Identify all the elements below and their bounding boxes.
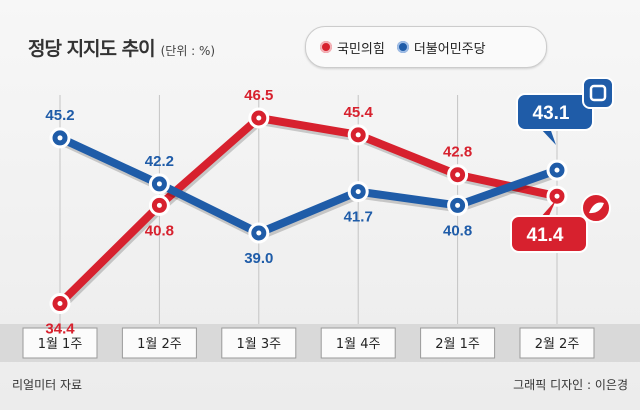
- legend-item-red: 국민의힘: [320, 38, 385, 57]
- callout-red-box: [510, 215, 588, 253]
- point-center: [57, 301, 63, 307]
- point-center: [355, 132, 361, 138]
- category-label: 1월 1주: [38, 337, 83, 352]
- chart-title-text: 정당 지지도 추이: [28, 38, 156, 60]
- party-badge-blue-mark: [589, 84, 607, 102]
- data-label-red: 40.8: [145, 222, 174, 239]
- category-label: 1월 2주: [137, 337, 182, 352]
- point-center: [156, 202, 162, 208]
- point-center: [554, 167, 560, 173]
- point-center: [57, 135, 63, 141]
- data-label-red: 42.8: [443, 144, 472, 161]
- series-line-shadow: [58, 135, 560, 240]
- callout-red-pointer: [540, 200, 556, 218]
- point-center: [156, 181, 162, 187]
- point-center: [355, 189, 361, 195]
- point-center: [256, 115, 262, 121]
- category-label: 2월 2주: [535, 337, 580, 352]
- legend-swatch-red: [320, 41, 332, 53]
- data-label-blue: 39.0: [244, 250, 273, 267]
- legend-label-red: 국민의힘: [337, 41, 385, 57]
- party-badge-red-mark: [589, 202, 604, 214]
- category-label: 1월 3주: [236, 337, 281, 352]
- data-label-blue: 45.2: [45, 107, 74, 124]
- data-label-blue: 40.8: [443, 222, 472, 239]
- point-center: [455, 202, 461, 208]
- data-label-red: 45.4: [344, 104, 374, 121]
- party-badge-blue: [582, 77, 614, 109]
- legend-label-blue: 더불어민주당: [413, 41, 486, 57]
- chart-unit: (단위 : %): [160, 44, 216, 58]
- series-line-blue: [58, 134, 559, 237]
- callout-blue-box: [516, 93, 594, 131]
- category-box: [121, 327, 197, 359]
- data-label-blue: 42.2: [145, 153, 174, 170]
- point-center: [455, 172, 461, 178]
- data-label-red: 34.4: [45, 321, 75, 338]
- callout-blue-value: 43.1: [533, 103, 570, 124]
- callout-red-value: 41.4: [527, 225, 564, 246]
- legend-item-blue: 더불어민주당: [396, 38, 486, 57]
- legend: 국민의힘 더불어민주당: [305, 26, 547, 68]
- credit-note: 그래픽 디자인 : 이은경: [513, 378, 628, 392]
- source-note: 리얼미터 자료: [12, 378, 83, 392]
- category-box: [420, 327, 496, 359]
- point-center: [554, 193, 560, 199]
- category-label: 2월 1주: [435, 337, 480, 352]
- chart-title: 정당 지지도 추이 (단위 : %): [28, 34, 215, 61]
- callout-blue-pointer: [540, 128, 556, 145]
- legend-swatch-blue: [396, 41, 409, 53]
- category-label: 1월 4주: [336, 337, 381, 352]
- category-box: [22, 327, 98, 359]
- category-box: [320, 327, 396, 359]
- series-line-red: [57, 114, 558, 307]
- data-label-blue: 41.7: [344, 209, 373, 226]
- point-center: [256, 230, 262, 236]
- category-box: [519, 327, 595, 359]
- data-label-red: 46.5: [244, 87, 273, 104]
- category-box: [221, 327, 297, 359]
